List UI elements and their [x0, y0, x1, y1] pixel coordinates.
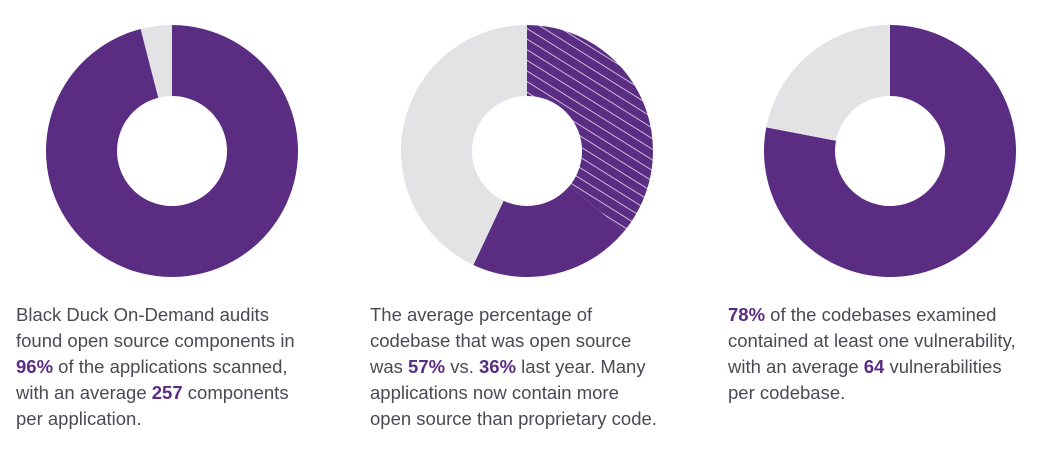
highlight-percent: 96% — [16, 356, 54, 377]
caption-text: applications now contain more — [370, 382, 619, 403]
donut-chart-open-source-share — [400, 25, 653, 277]
donut-1-slice-2 — [400, 25, 527, 266]
caption-text: components — [182, 382, 289, 403]
highlight-percent: 57% — [408, 356, 446, 377]
donut-0-slice-0 — [45, 25, 298, 277]
caption-text: of the applications scanned, — [53, 356, 288, 377]
caption-vulnerabilities: 78% of the codebases examined contained … — [728, 302, 1048, 406]
caption-applications: Black Duck On-Demand audits found open s… — [16, 302, 346, 432]
caption-text: found open source components in — [16, 330, 295, 351]
caption-text: with an average — [16, 382, 152, 403]
highlight-percent: 36% — [479, 356, 517, 377]
caption-text: vs. — [445, 356, 479, 377]
highlight-count: 64 — [863, 356, 885, 377]
caption-text: vulnerabilities — [884, 356, 1002, 377]
caption-text: per codebase. — [728, 382, 846, 403]
caption-text: codebase that was open source — [370, 330, 632, 351]
caption-text: per application. — [16, 408, 142, 429]
caption-text: of the codebases examined — [765, 304, 997, 325]
caption-open-source-share: The average percentage of codebase that … — [370, 302, 710, 432]
highlight-count: 257 — [151, 382, 183, 403]
donut-1-slice-1 — [473, 186, 625, 277]
highlight-percent: 78% — [728, 304, 766, 325]
caption-text: contained at least one vulnerability, — [728, 330, 1016, 351]
donut-2-slice-0 — [764, 25, 1016, 277]
caption-text: with an average — [728, 356, 864, 377]
donut-1-slice-0 — [527, 25, 653, 232]
caption-text: The average percentage of — [370, 304, 593, 325]
caption-text: Black Duck On-Demand audits — [16, 304, 269, 325]
donut-chart-applications — [45, 25, 298, 277]
caption-text: open source than proprietary code. — [370, 408, 657, 429]
caption-text: last year. Many — [516, 356, 646, 377]
donut-2-slice-1 — [766, 25, 890, 141]
donut-0-slice-1 — [140, 25, 172, 98]
donut-chart-vulnerabilities — [764, 25, 1016, 277]
caption-text: was — [370, 356, 409, 377]
